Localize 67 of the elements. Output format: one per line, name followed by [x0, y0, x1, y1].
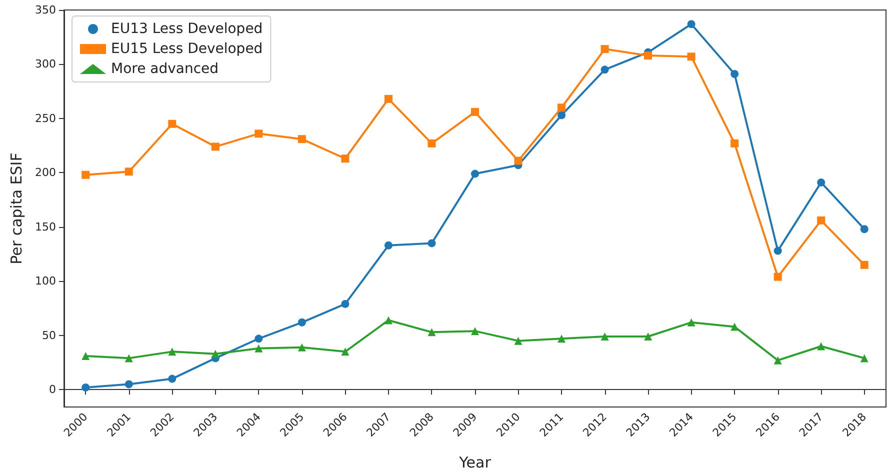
- y-tick-label: 50: [42, 328, 56, 342]
- point: [687, 52, 696, 61]
- point: [428, 328, 436, 336]
- point: [471, 327, 479, 336]
- point: [860, 354, 868, 362]
- point: [298, 343, 306, 352]
- point: [600, 66, 609, 74]
- y-tick-label: 300: [35, 58, 56, 71]
- point: [817, 178, 826, 186]
- legend-label: More advanced: [111, 61, 219, 77]
- point: [384, 316, 392, 324]
- point: [124, 380, 133, 388]
- point: [428, 239, 436, 248]
- point: [687, 318, 696, 326]
- point: [860, 225, 868, 234]
- point: [168, 374, 176, 383]
- point: [124, 168, 133, 176]
- point: [774, 356, 782, 364]
- legend-label: EU15 Less Developed: [111, 41, 263, 57]
- point: [124, 354, 133, 362]
- point: [817, 216, 826, 224]
- point: [558, 104, 566, 112]
- point: [644, 332, 652, 340]
- point: [298, 318, 306, 326]
- y-axis-title: Per capita ESIF: [8, 152, 26, 264]
- point: [600, 45, 609, 54]
- point: [82, 170, 90, 179]
- y-tick-label: 150: [35, 220, 56, 234]
- point: [860, 260, 868, 269]
- point: [341, 300, 350, 308]
- point: [298, 135, 306, 144]
- point: [774, 246, 782, 255]
- point: [730, 70, 739, 78]
- point: [558, 334, 566, 343]
- legend-label: EU13 Less Developed: [111, 21, 263, 37]
- point: [600, 332, 609, 340]
- point: [82, 352, 90, 360]
- point: [644, 52, 652, 60]
- y-tick-label: 350: [35, 4, 56, 16]
- y-tick-label: 200: [35, 166, 56, 180]
- point: [730, 139, 739, 148]
- point: [817, 342, 826, 350]
- y-tick-label: 0: [49, 383, 56, 396]
- point: [254, 344, 263, 352]
- point: [168, 120, 176, 128]
- y-tick-label: 250: [35, 112, 56, 125]
- point: [514, 336, 522, 345]
- point: [82, 383, 90, 392]
- point: [774, 272, 782, 281]
- point: [687, 20, 696, 28]
- point: [254, 334, 263, 343]
- point: [471, 170, 479, 178]
- point: [514, 156, 522, 165]
- point: [384, 241, 392, 250]
- point: [471, 108, 479, 116]
- point: [341, 348, 350, 356]
- point: [341, 154, 350, 163]
- point: [211, 350, 220, 358]
- point: [558, 111, 566, 120]
- point: [211, 142, 220, 151]
- point: [168, 348, 176, 356]
- y-tick-label: 100: [35, 274, 56, 288]
- point: [428, 139, 436, 148]
- x-axis-title: Year: [458, 454, 492, 472]
- point: [730, 322, 739, 331]
- point: [254, 130, 263, 138]
- point: [384, 94, 392, 103]
